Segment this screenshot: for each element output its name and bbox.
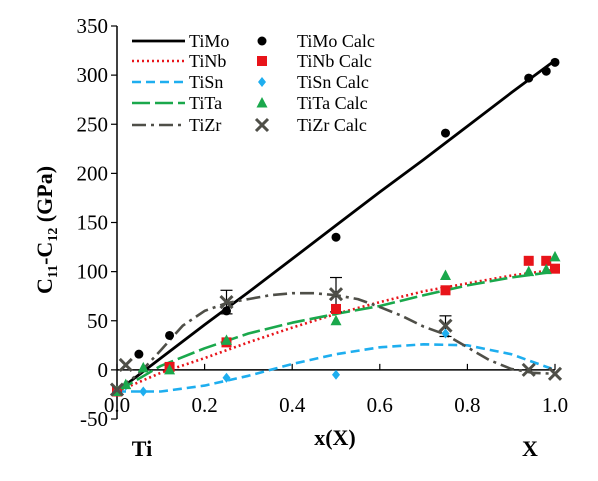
x-tick-label: 0.6 [367, 393, 393, 417]
calc-point [330, 314, 342, 326]
calc-point [164, 363, 176, 375]
x-tick-label: 1.0 [542, 393, 568, 417]
calc-point [137, 361, 149, 373]
legend-label-tinb: TiNb [189, 51, 226, 71]
calc-point [120, 378, 132, 390]
legend-marker-tita-calc [256, 97, 268, 108]
y-tick-label: 50 [87, 309, 108, 333]
legend-label-tisn-calc: TiSn Calc [297, 72, 369, 92]
calc-point [440, 269, 451, 281]
y-tick-label: 300 [77, 63, 109, 87]
legend-marker-timo-calc [257, 36, 267, 46]
legend-marker-tisn-calc [258, 77, 266, 87]
calc-point [540, 263, 552, 275]
calc-point [109, 382, 125, 397]
calc-point [165, 330, 175, 340]
y-title-tail: (GPa) [32, 166, 57, 228]
calc-point [438, 318, 453, 333]
y-axis-title: C11-C12 (GPa) [32, 166, 61, 294]
calc-point [550, 57, 560, 67]
x-tick-label: 0.2 [191, 393, 217, 417]
calc-point [118, 357, 133, 373]
calc-point [134, 349, 144, 359]
calc-point [523, 255, 534, 266]
legend-label-timo: TiMo [189, 31, 229, 51]
legend-label-tizr-calc: TiZr Calc [297, 115, 367, 135]
calc-point [440, 285, 451, 296]
calc-point [541, 66, 551, 76]
y-title-sub2: 12 [46, 228, 61, 242]
calc-point [332, 369, 340, 380]
calc-series-tizr-calc [109, 287, 563, 397]
calc-point [331, 232, 341, 242]
calc-point [221, 334, 232, 345]
axes [111, 25, 556, 420]
legend-label-timo-calc: TiMo Calc [297, 31, 375, 51]
calc-point [521, 362, 536, 377]
calc-series-tisn-calc [113, 328, 450, 397]
y-tick-label: 0 [98, 358, 109, 382]
calc-point [222, 372, 231, 383]
fit-line-tisn [117, 342, 556, 393]
end-label-right: X [522, 436, 538, 461]
calc-point [441, 128, 450, 138]
end-label-left: Ti [132, 436, 152, 461]
legend-marker-tizr-calc [254, 117, 270, 133]
legend-label-tisn: TiSn [189, 72, 223, 92]
legend-label-tinb-calc: TiNb Calc [297, 51, 372, 71]
y-title-mid: -C [32, 242, 57, 265]
legend-label-tizr: TiZr [189, 115, 221, 135]
calc-point [139, 386, 148, 397]
legend-label-tita: TiTa [189, 93, 222, 113]
legend-label-tita-calc: TiTa Calc [297, 93, 368, 113]
calc-point [441, 328, 450, 339]
y-title-base: C [32, 278, 57, 294]
fit-line-timo [116, 59, 556, 393]
y-tick-label: 150 [77, 211, 109, 235]
y-tick-label: 250 [77, 112, 109, 136]
tick-labels: -50 0 50 100 150 200 250 300 350 0.0 0.2 0.4 0.6 0.8 1… [77, 14, 569, 431]
x-tick-label: 0.4 [279, 393, 306, 417]
calc-point [222, 306, 231, 316]
calc-point [524, 73, 534, 83]
y-title-sub1: 11 [46, 265, 61, 278]
calc-markers [109, 57, 563, 397]
calc-point [550, 263, 560, 274]
calc-point [549, 250, 561, 262]
x-tick-label: 0.0 [104, 393, 130, 417]
x-tick-label: 0.8 [454, 393, 480, 417]
calc-point [541, 255, 552, 266]
calc-point [547, 366, 563, 381]
y-tick-label: -50 [80, 407, 108, 431]
calc-point [523, 265, 535, 277]
calc-point [328, 287, 344, 302]
y-tick-label: 200 [77, 161, 109, 185]
calc-point [219, 295, 234, 310]
calc-point [331, 303, 341, 314]
legend-marker-tinb-calc [257, 56, 267, 66]
y-tick-label: 350 [77, 14, 109, 38]
y-tick-label: 100 [77, 260, 109, 284]
x-axis-title: x(X) [314, 425, 356, 450]
